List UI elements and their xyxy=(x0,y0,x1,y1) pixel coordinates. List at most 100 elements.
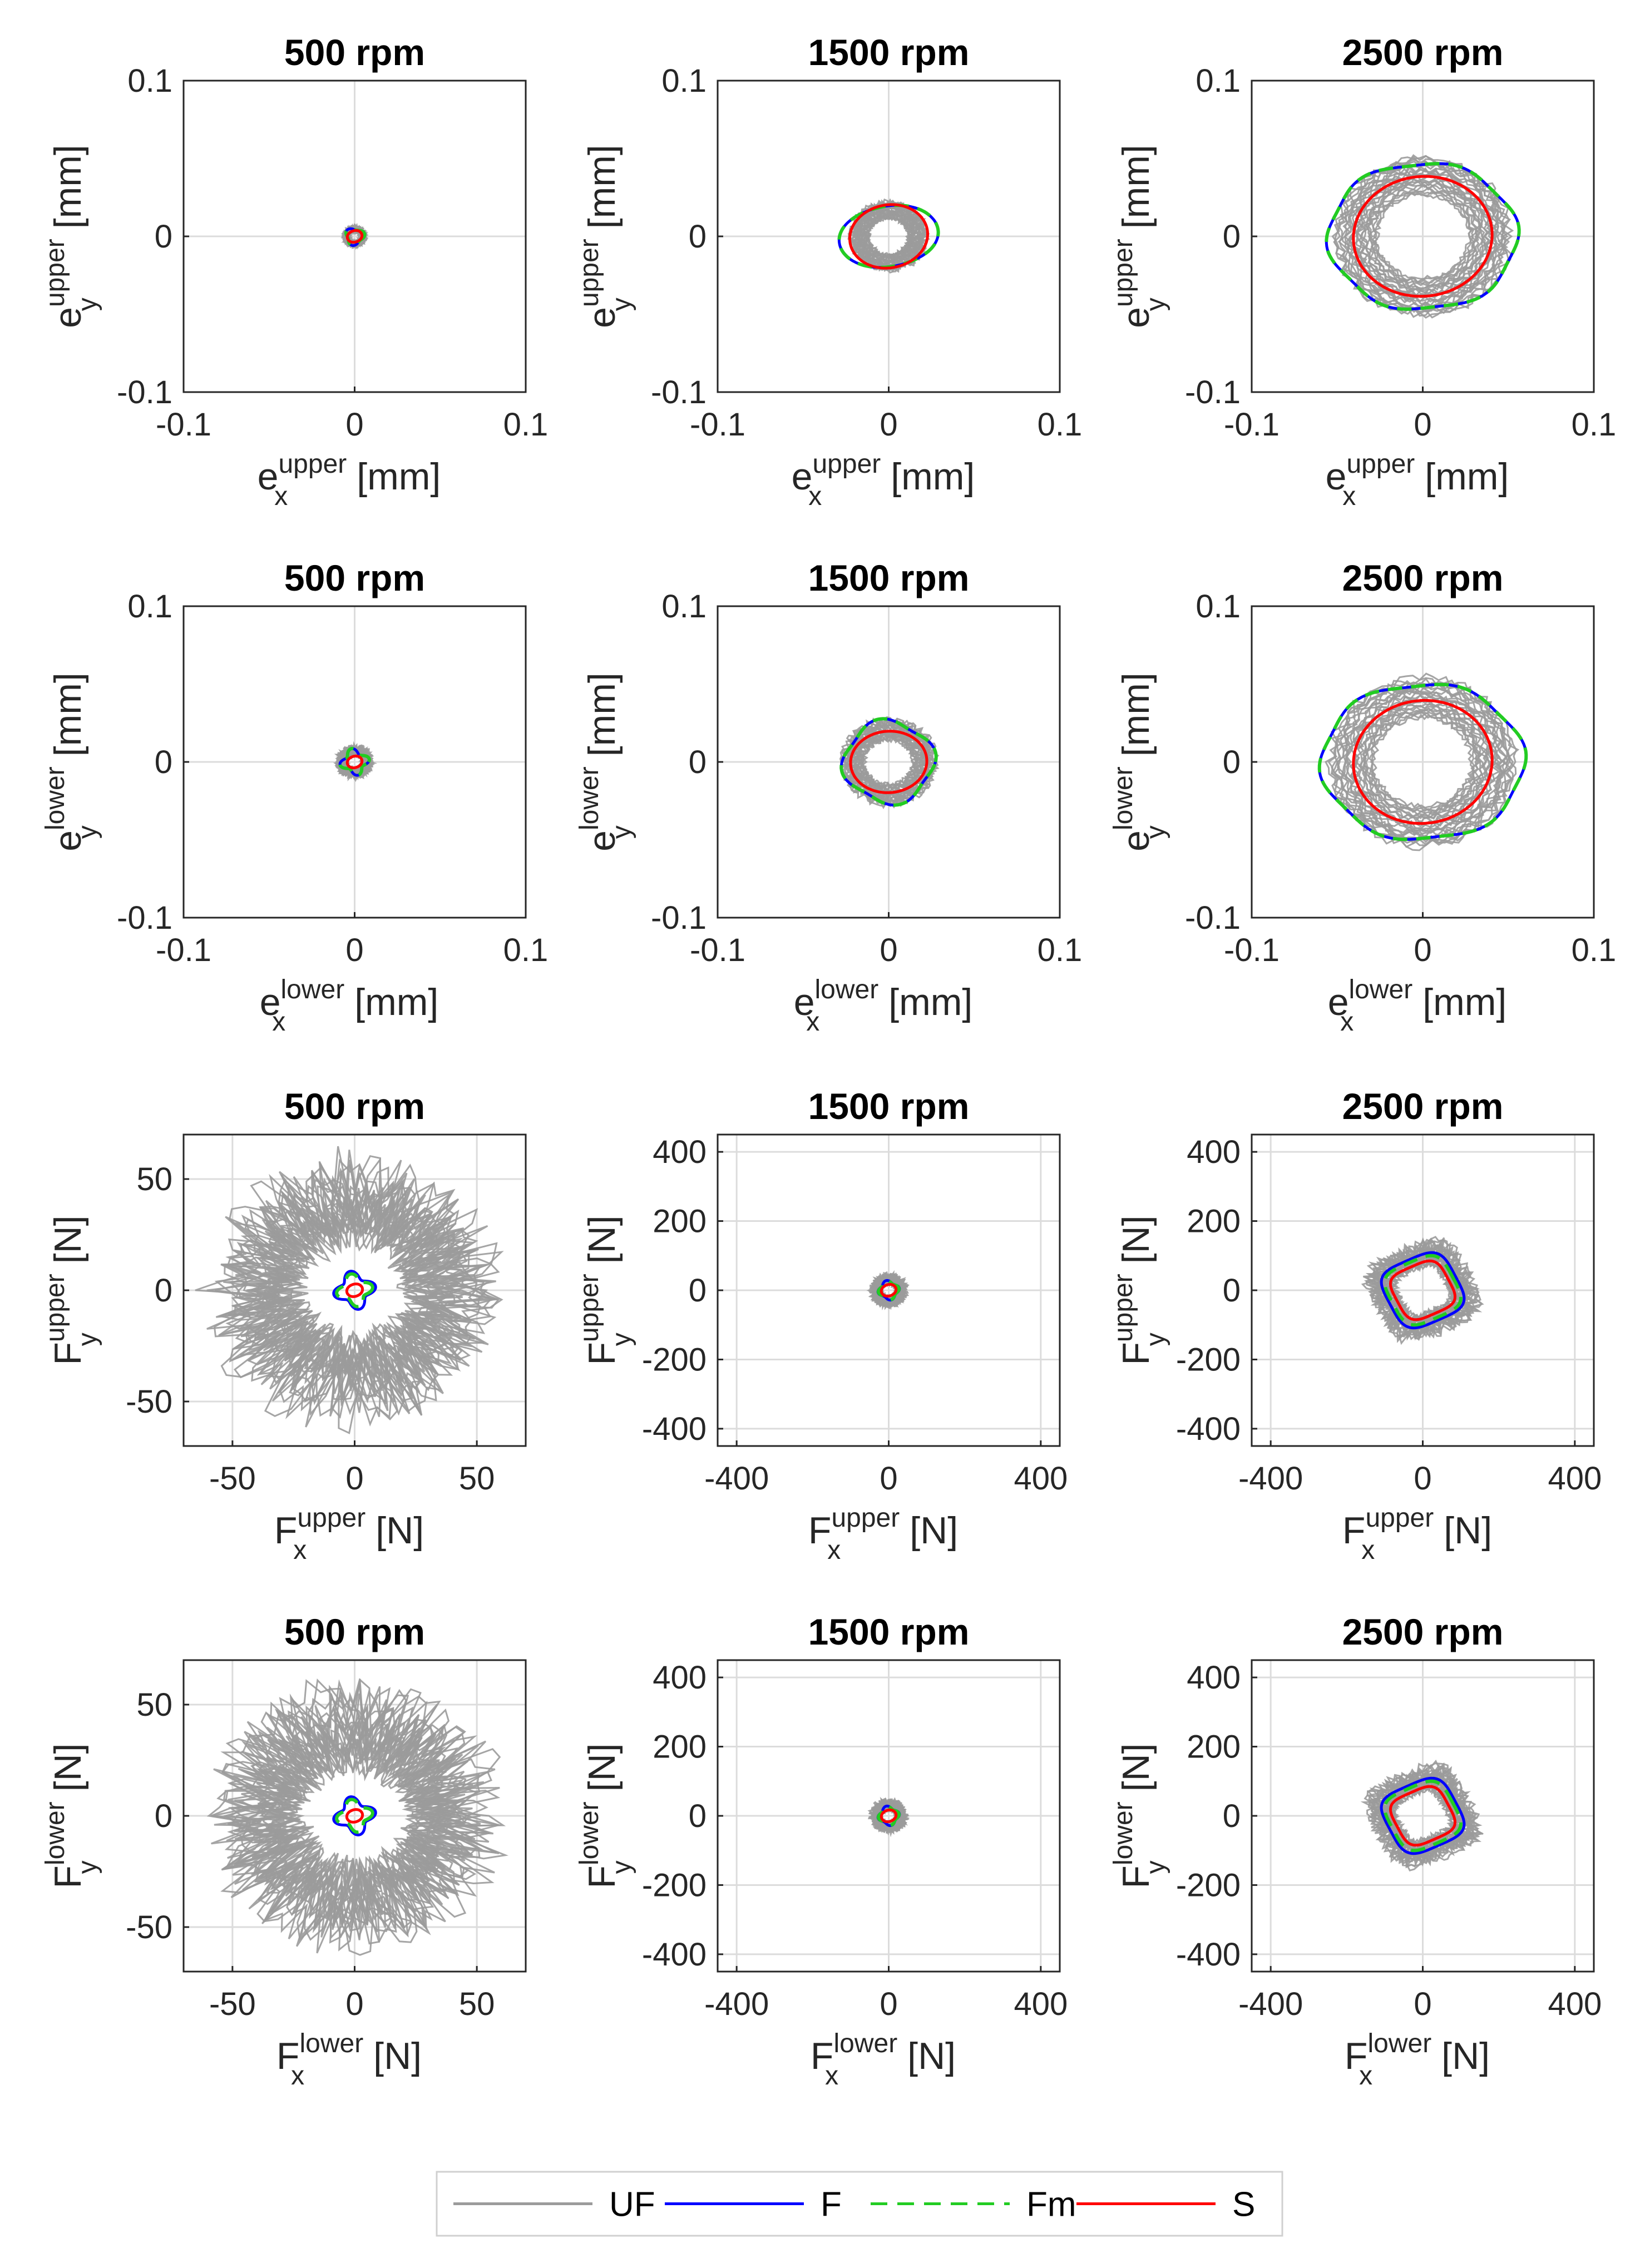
x-axis-label: eupper x [mm] xyxy=(258,449,441,511)
y-axis-label: eupper y[mm] xyxy=(1109,145,1170,328)
x-tick-label: 0 xyxy=(345,1986,363,2022)
y-tick-label: -200 xyxy=(642,1867,707,1903)
uf-trace xyxy=(1367,185,1479,287)
series-F-orbit xyxy=(332,1795,377,1836)
y-tick-label: -400 xyxy=(642,1411,707,1447)
y-tick-label: -0.1 xyxy=(651,374,707,410)
subplot-title: 1500 rpm xyxy=(808,32,970,73)
y-axis-label: Fupper y[N] xyxy=(575,1215,636,1365)
x-tick-label: 400 xyxy=(1014,1986,1068,2022)
y-tick-label: 0.1 xyxy=(1196,63,1241,99)
subplot-title: 500 rpm xyxy=(284,557,425,598)
uf-trace xyxy=(1385,1256,1459,1325)
x-tick-label: 0 xyxy=(1414,1986,1431,2022)
uf-trace xyxy=(1336,681,1510,842)
x-tick-label: 0 xyxy=(880,407,897,443)
x-tick-label: -400 xyxy=(704,1986,769,2022)
series-Fm-orbit xyxy=(338,746,371,778)
y-tick-label: 0 xyxy=(155,219,172,255)
series-Fm-orbit xyxy=(1325,162,1521,311)
x-tick-label: 0 xyxy=(880,1460,897,1497)
y-tick-label: 50 xyxy=(136,1687,172,1723)
x-tick-label: -0.1 xyxy=(690,407,745,443)
uf-trace xyxy=(218,1157,498,1419)
uf-trace xyxy=(1368,711,1479,813)
x-tick-label: 0 xyxy=(1414,932,1431,968)
uf-trace xyxy=(220,1678,509,1956)
series-S-orbit xyxy=(849,730,928,794)
subplot-6: -0.1 0 0.1 -0.1 0 0.1 2500 rpm elower x [mm] elowe… xyxy=(1109,557,1616,1037)
subplot-2: -0.1 0 0.1 -0.1 0 0.1 1500 rpm eupper x [mm] euppe… xyxy=(575,32,1082,511)
legend-label-UF: UF xyxy=(609,2186,655,2224)
y-tick-label: 200 xyxy=(653,1204,707,1240)
series-S-orbit xyxy=(1389,1259,1457,1321)
y-tick-label: -0.1 xyxy=(1185,374,1241,410)
y-tick-label: 0 xyxy=(155,1798,172,1834)
uf-trace xyxy=(195,1146,496,1434)
subplot-12: -400 0 400 -400 -200 0 200 400 2500 rpm Flower x [N… xyxy=(1109,1611,1602,2091)
x-tick-label: -400 xyxy=(704,1460,769,1497)
y-tick-label: -400 xyxy=(1176,1937,1241,1973)
y-tick-label: 400 xyxy=(653,1660,707,1696)
y-axis-label: Flowery[N] xyxy=(575,1743,636,1888)
uf-trace xyxy=(1364,1759,1484,1869)
y-axis-label: eupper y[mm] xyxy=(575,145,636,328)
x-tick-label: -0.1 xyxy=(1224,407,1280,443)
x-tick-label: -0.1 xyxy=(690,932,745,968)
x-tick-label: 0.1 xyxy=(1572,932,1617,968)
uf-trace xyxy=(1333,156,1510,317)
subplot-title: 2500 rpm xyxy=(1342,1086,1504,1127)
y-tick-label: -200 xyxy=(642,1341,707,1378)
series-UF-band xyxy=(1331,154,1514,319)
y-tick-label: 0.1 xyxy=(127,63,172,99)
y-tick-label: 400 xyxy=(653,1134,707,1170)
x-tick-label: 50 xyxy=(459,1986,495,2022)
y-tick-label: 0 xyxy=(155,744,172,780)
series-S-orbit xyxy=(345,229,364,244)
legend: UF F Fm S xyxy=(436,2171,1283,2237)
series-F-orbit xyxy=(1380,1251,1466,1330)
x-tick-label: 0 xyxy=(880,932,897,968)
series-S-orbit xyxy=(880,1282,898,1298)
uf-trace xyxy=(1357,702,1489,822)
y-tick-label: 0 xyxy=(1223,1272,1241,1309)
x-axis-label: Flower x [N] xyxy=(1345,2029,1490,2091)
x-axis-label: Fupper x [N] xyxy=(1342,1503,1492,1565)
uf-trace xyxy=(858,209,921,264)
subplot-title: 1500 rpm xyxy=(808,557,970,598)
legend-label-S: S xyxy=(1232,2186,1255,2224)
y-tick-label: -400 xyxy=(1176,1411,1241,1447)
series-S-orbit xyxy=(1352,699,1494,825)
subplot-11: -400 0 400 -400 -200 0 200 400 1500 rpm Flower x [N… xyxy=(575,1611,1068,2091)
subplot-3: -0.1 0 0.1 -0.1 0 0.1 2500 rpm eupper x [mm] euppe… xyxy=(1109,32,1616,511)
x-tick-label: 0 xyxy=(880,1986,897,2022)
y-tick-label: 200 xyxy=(653,1729,707,1765)
y-tick-label: -400 xyxy=(642,1937,707,1973)
series-S-orbit xyxy=(1352,175,1494,298)
y-tick-label: -0.1 xyxy=(117,900,172,936)
x-axis-label: Fupper x [N] xyxy=(808,1503,958,1565)
x-axis-label: elower x [mm] xyxy=(1328,975,1507,1037)
subplot-10: -50 0 50 -50 0 50 500 rpm Flower x [N] Flowery[N] xyxy=(41,1611,527,2091)
uf-trace xyxy=(1342,685,1508,836)
y-tick-label: -50 xyxy=(126,1909,172,1945)
x-axis-label: Fupper x [N] xyxy=(274,1503,424,1565)
series-S-orbit xyxy=(345,754,364,770)
series-S-orbit xyxy=(880,1808,898,1824)
series-S-orbit xyxy=(345,1808,364,1824)
subplot-5: -0.1 0 0.1 -0.1 0 0.1 1500 rpm elower x [mm] elowe… xyxy=(575,557,1082,1037)
x-tick-label: 0 xyxy=(345,932,363,968)
uf-trace xyxy=(1327,677,1518,848)
subplot-title: 500 rpm xyxy=(284,32,425,73)
uf-trace xyxy=(839,716,940,810)
series-Fm-orbit xyxy=(335,1272,374,1309)
x-tick-label: -0.1 xyxy=(156,407,211,443)
y-tick-label: -200 xyxy=(1176,1867,1241,1903)
y-axis-label: elowery[mm] xyxy=(41,672,102,851)
x-tick-label: -0.1 xyxy=(156,932,211,968)
x-tick-label: 400 xyxy=(1548,1460,1602,1497)
y-axis-label: Flowery[N] xyxy=(41,1743,102,1888)
y-tick-label: 0 xyxy=(689,219,707,255)
subplot-title: 2500 rpm xyxy=(1342,557,1504,598)
